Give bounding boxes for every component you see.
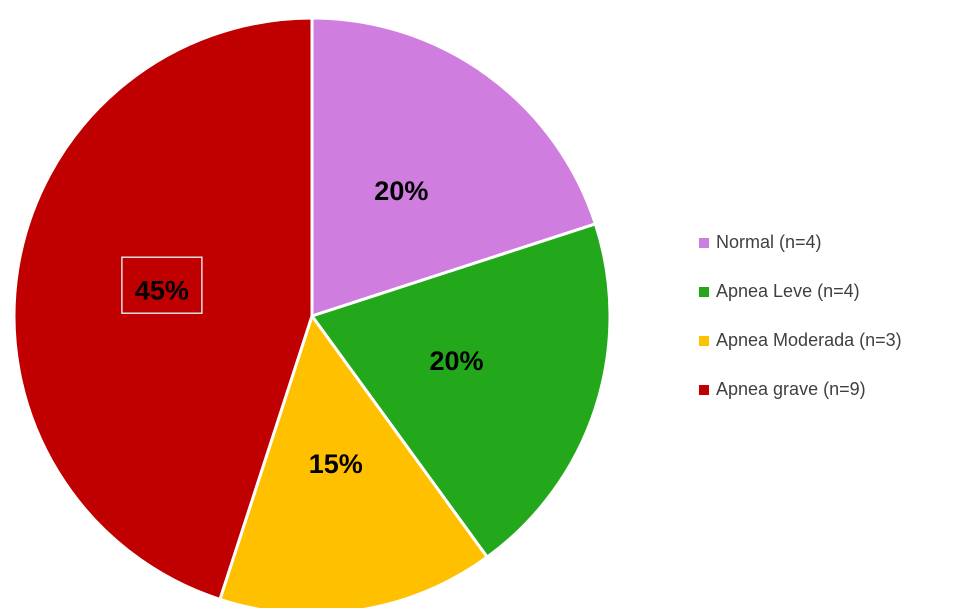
pie-slice	[310, 16, 598, 319]
label-box	[121, 256, 203, 314]
data-label: 45%	[135, 275, 189, 305]
data-label: 20%	[374, 176, 428, 206]
legend-label: Normal (n=4)	[716, 232, 822, 252]
pie-slice	[218, 312, 490, 608]
pie-slice	[309, 222, 612, 560]
legend-swatch	[699, 385, 709, 395]
legend-swatch	[699, 287, 709, 297]
legend-label: Apnea grave (n=9)	[716, 379, 866, 399]
legend-swatch	[699, 238, 709, 248]
legend-label: Apnea Moderada (n=3)	[716, 330, 902, 350]
pie-slice	[12, 16, 314, 602]
legend-label: Apnea Leve (n=4)	[716, 281, 860, 301]
data-label: 20%	[430, 346, 484, 376]
legend-swatch	[699, 336, 709, 346]
data-label: 15%	[309, 449, 363, 479]
